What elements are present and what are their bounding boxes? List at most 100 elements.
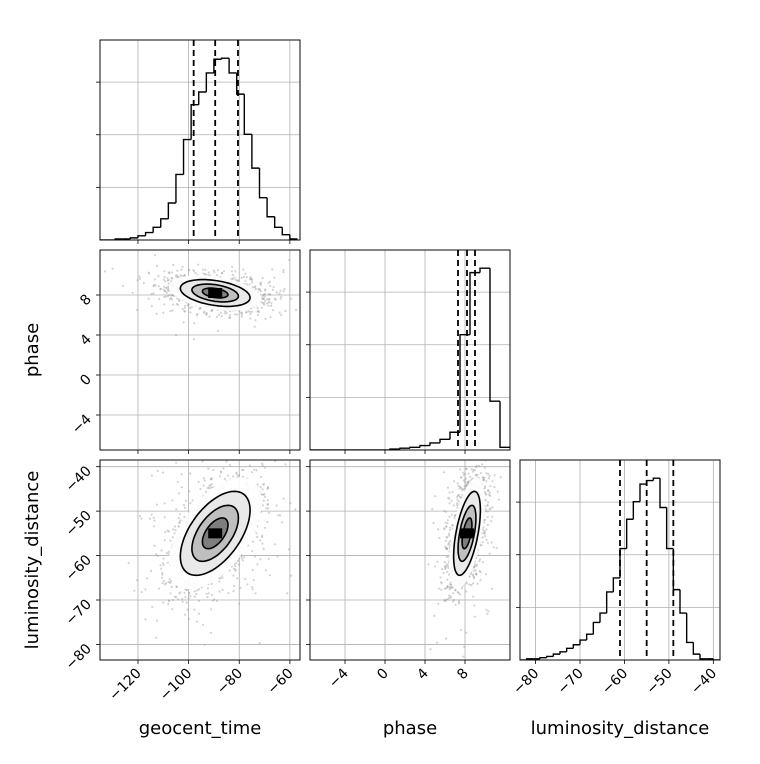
panel-2-1-sample-point (485, 608, 488, 611)
panel-2-1-sample-point (485, 538, 488, 542)
panel-2-0-sample-point (174, 529, 177, 532)
panel-2-0-sample-point (215, 599, 219, 603)
panel-2-1-sample-point (463, 485, 466, 488)
panel-1-0-sample-point (260, 306, 264, 309)
x-tick-label-geocent_time: −60 (264, 666, 296, 698)
panel-2-1-sample-point (479, 544, 482, 547)
xlabel-luminosity-distance: luminosity_distance (531, 718, 710, 739)
panel-1-0-sample-point (167, 294, 170, 297)
panel-2-0-sample-point (160, 549, 163, 552)
panel-1-0-sample-point (211, 308, 214, 312)
panel-2-0-sample-point (180, 473, 183, 476)
panel-1-0-sample-point (147, 271, 150, 274)
panel-2-0-sample-point (193, 595, 196, 598)
panel-1-0-sample-point (176, 303, 180, 307)
panel-1-0-sample-point (267, 298, 270, 301)
panel-2-1-sample-point (437, 528, 440, 531)
panel-1-0-sample-point (249, 310, 252, 313)
panel-2-1-sample-point (481, 561, 484, 564)
panel-2-1-sample-point (475, 564, 478, 567)
panel-2-1-sample-point (479, 578, 482, 582)
panel-2-0-sample-point (175, 585, 178, 588)
ylabel-luminosity-distance: luminosity_distance (22, 471, 43, 650)
panel-2-0-sample-point (161, 471, 164, 474)
panel-2-1-density-peak (460, 528, 474, 539)
panel-2-1-sample-point (471, 574, 475, 577)
panel-1-0-sample-point (254, 319, 257, 322)
panel-2-1-sample-point (457, 484, 460, 487)
panel-2-1-sample-point (434, 565, 437, 568)
panel-2-0-sample-point (167, 599, 171, 602)
panel-2-0-sample-point (289, 502, 292, 505)
panel-2-0-sample-point (241, 468, 244, 471)
panel-2-1-sample-point (445, 547, 448, 550)
panel-1-0-sample-point (152, 285, 155, 288)
panel-1-0-sample-point (170, 271, 173, 274)
panel-2-0-sample-point (179, 519, 182, 522)
panel-1-0-sample-point (266, 298, 269, 301)
panel-2-0-sample-point (176, 480, 179, 484)
panel-1-0-sample-point (254, 285, 257, 288)
panel-2-1-sample-point (447, 534, 451, 537)
panel-2-1-sample-point (475, 473, 478, 476)
panel-2-2-border (519, 459, 721, 661)
panel-2-0-sample-point (241, 559, 245, 562)
panel-2-1-sample-point (468, 583, 471, 586)
panel-1-0-sample-point (213, 271, 216, 274)
panel-1-0-sample-point (162, 288, 165, 291)
panel-2-0-sample-point (210, 608, 213, 611)
panel-2-1-sample-point (477, 554, 480, 557)
panel-2-0-sample-point (172, 528, 175, 531)
panel-2-1-sample-point (472, 566, 475, 569)
panel-1-0-sample-point (222, 270, 226, 273)
panel-1-0-sample-point (180, 275, 183, 278)
panel-2-1-sample-point (451, 490, 454, 494)
panel-1-0-sample-point (244, 280, 247, 283)
panel-1-0-sample-point (282, 268, 285, 272)
panel-2-0-sample-point (203, 479, 206, 482)
panel-2-1-sample-point (466, 480, 469, 484)
panel-0-0-hist-bin (190, 103, 199, 140)
panel-2-1-sample-point (452, 504, 455, 507)
panel-1-0-sample-point (240, 313, 243, 316)
panel-2-1-sample-point (486, 612, 489, 616)
panel-1-0-sample-point (178, 300, 181, 303)
panel-2-0-sample-point (232, 574, 235, 577)
panel-1-0-sample-point (239, 311, 243, 314)
panel-2-1-sample-point (488, 491, 491, 494)
panel-1-0-sample-point (280, 313, 283, 316)
panel-1-0-sample-point (279, 289, 282, 292)
panel-2-0-sample-point (162, 557, 165, 560)
panel-2-0-sample-point (240, 555, 243, 558)
panel-2-1-sample-point (438, 536, 441, 540)
panel-2-0-sample-point (191, 499, 194, 502)
panel-1-0-sample-point (250, 277, 253, 280)
panel-1-0-sample-point (228, 314, 232, 317)
panel-2-0-sample-point (188, 490, 191, 493)
panel-1-0-sample-point (182, 321, 185, 324)
panel-2-0-sample-point (161, 573, 164, 576)
panel-1-0-sample-point (270, 304, 273, 307)
panel-1-1-hist-bin (469, 271, 480, 335)
panel-1-0-sample-point (172, 303, 175, 306)
panel-0-0-hist-bin (182, 138, 192, 175)
panel-2-0-sample-point (175, 461, 178, 464)
panel-2-0-sample-point (252, 579, 255, 582)
panel-2-1-sample-point (454, 589, 457, 592)
panel-2-0-sample-point (195, 592, 198, 596)
panel-1-0-sample-point (258, 310, 261, 313)
panel-1-0-sample-point (162, 311, 165, 314)
panel-2-0-sample-point (274, 460, 277, 463)
panel-1-0-sample-point (187, 269, 190, 272)
panel-2-0-sample-point (266, 520, 269, 524)
panel-2-1-sample-point (451, 524, 454, 527)
panel-2-0-sample-point (211, 599, 214, 602)
panel-2-1-sample-point (495, 547, 498, 550)
panel-2-0-sample-point (212, 455, 214, 457)
panel-2-1-sample-point (453, 598, 456, 602)
panel-2-1-sample-point (454, 603, 457, 606)
panel-2-1-sample-point (489, 507, 492, 510)
panel-0-0-hist-bin (160, 218, 169, 228)
panel-2-1-sample-point (444, 567, 447, 571)
panel-2-1-sample-point (483, 486, 486, 490)
